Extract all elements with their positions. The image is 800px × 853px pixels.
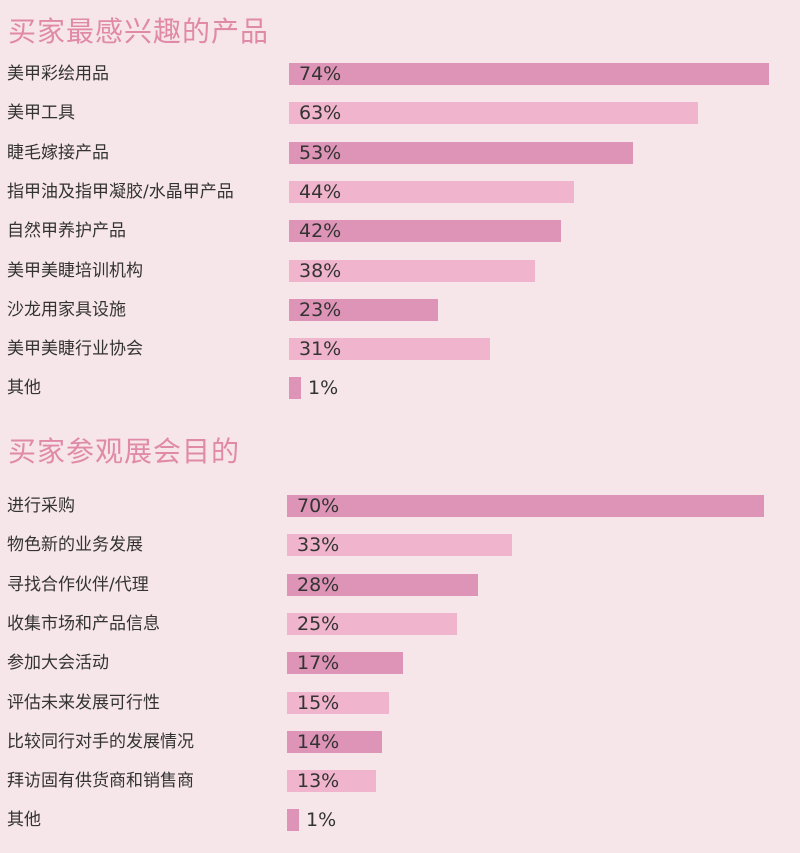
value-label: 38% xyxy=(299,260,342,282)
bar-row: 物色新的业务发展 33% xyxy=(0,534,800,556)
bar-row: 寻找合作伙伴/代理 28% xyxy=(0,574,800,596)
bar-row: 美甲美睫培训机构 38% xyxy=(0,260,800,282)
category-label: 进行采购 xyxy=(7,496,75,516)
bar xyxy=(289,299,439,321)
bar xyxy=(289,338,491,360)
category-label: 沙龙用家具设施 xyxy=(7,300,126,320)
value-label: 25% xyxy=(297,613,340,635)
bar-row: 参加大会活动 17% xyxy=(0,652,800,674)
bar-row: 自然甲养护产品 42% xyxy=(0,220,800,242)
bar xyxy=(289,102,698,124)
chart-2-title: 买家参观展会目的 xyxy=(8,435,241,468)
category-label: 指甲油及指甲凝胶/水晶甲产品 xyxy=(7,182,234,202)
value-label: 1% xyxy=(306,809,337,831)
bar xyxy=(287,731,383,753)
bar-row: 睫毛嫁接产品 53% xyxy=(0,142,800,164)
value-label: 17% xyxy=(297,652,340,674)
category-label: 其他 xyxy=(7,810,41,830)
bar-row: 评估未来发展可行性 15% xyxy=(0,692,800,714)
value-label: 1% xyxy=(308,377,339,399)
bar xyxy=(289,63,769,85)
bar xyxy=(287,574,478,596)
bar-row: 收集市场和产品信息 25% xyxy=(0,613,800,635)
bar-row: 美甲彩绘用品 74% xyxy=(0,63,800,85)
bar-row: 比较同行对手的发展情况 14% xyxy=(0,731,800,753)
category-label: 自然甲养护产品 xyxy=(7,221,126,241)
bar xyxy=(287,652,403,674)
category-label: 物色新的业务发展 xyxy=(7,535,143,555)
bar xyxy=(287,534,512,556)
category-label: 美甲美睫行业协会 xyxy=(7,339,143,359)
chart-1-title: 买家最感兴趣的产品 xyxy=(8,15,270,48)
bar-row: 美甲美睫行业协会 31% xyxy=(0,338,800,360)
value-label: 53% xyxy=(299,142,342,164)
bar xyxy=(287,809,299,831)
bar-row: 沙龙用家具设施 23% xyxy=(0,299,800,321)
value-label: 74% xyxy=(299,63,342,85)
category-label: 参加大会活动 xyxy=(7,653,109,673)
value-label: 13% xyxy=(297,770,340,792)
value-label: 28% xyxy=(297,574,340,596)
value-label: 15% xyxy=(297,692,340,714)
value-label: 23% xyxy=(299,299,342,321)
bar-row: 美甲工具 63% xyxy=(0,102,800,124)
bar-row: 进行采购 70% xyxy=(0,495,800,517)
value-label: 31% xyxy=(299,338,342,360)
bar xyxy=(289,142,633,164)
category-label: 比较同行对手的发展情况 xyxy=(7,732,194,752)
bar-row: 指甲油及指甲凝胶/水晶甲产品 44% xyxy=(0,181,800,203)
value-label: 63% xyxy=(299,102,342,124)
bar xyxy=(287,613,458,635)
category-label: 收集市场和产品信息 xyxy=(7,614,160,634)
category-label: 美甲彩绘用品 xyxy=(7,64,109,84)
value-label: 14% xyxy=(297,731,340,753)
value-label: 42% xyxy=(299,220,342,242)
category-label: 其他 xyxy=(7,378,41,398)
bar xyxy=(287,495,764,517)
value-label: 70% xyxy=(297,495,340,517)
bar xyxy=(289,377,301,399)
bar-row: 其他 1% xyxy=(0,377,800,399)
category-label: 评估未来发展可行性 xyxy=(7,693,160,713)
bar xyxy=(289,260,536,282)
bar xyxy=(287,770,376,792)
bar xyxy=(287,692,390,714)
bar xyxy=(289,220,562,242)
category-label: 寻找合作伙伴/代理 xyxy=(7,575,149,595)
category-label: 美甲美睫培训机构 xyxy=(7,261,143,281)
bar-row: 拜访固有供货商和销售商 13% xyxy=(0,770,800,792)
category-label: 拜访固有供货商和销售商 xyxy=(7,771,194,791)
bar xyxy=(289,181,575,203)
bar-row: 其他 1% xyxy=(0,809,800,831)
value-label: 33% xyxy=(297,534,340,556)
category-label: 睫毛嫁接产品 xyxy=(7,143,109,163)
category-label: 美甲工具 xyxy=(7,103,75,123)
value-label: 44% xyxy=(299,181,342,203)
